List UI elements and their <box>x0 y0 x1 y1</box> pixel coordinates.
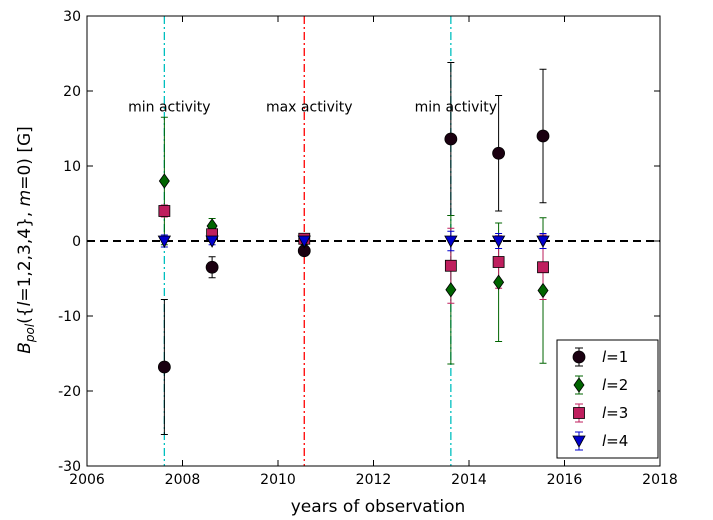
x-tick-label: 2018 <box>642 472 678 488</box>
activity-annotation: min activity <box>415 99 497 115</box>
legend-marker-l3 <box>573 407 585 419</box>
x-tick-label: 2008 <box>165 472 201 488</box>
x-tick-label: 2012 <box>356 472 392 488</box>
legend: l=1 l=2 l=3 l=4 <box>556 339 659 459</box>
data-point-l4 <box>536 235 550 248</box>
x-tick-label: 2016 <box>547 472 583 488</box>
activity-annotation: max activity <box>266 99 353 115</box>
data-point-l1 <box>444 132 458 146</box>
y-tick-label: 30 <box>63 9 81 25</box>
data-point-l1 <box>536 129 550 143</box>
y-tick-label: 10 <box>63 159 81 175</box>
data-point-l2 <box>445 282 457 298</box>
data-point-l3 <box>492 256 505 268</box>
legend-label: l=2 <box>602 376 628 394</box>
data-point-l2 <box>537 282 549 299</box>
data-point-l4 <box>157 235 172 248</box>
legend-marker-l4 <box>572 435 586 448</box>
data-point-l2 <box>158 173 170 189</box>
y-tick-label: -30 <box>58 459 81 475</box>
legend-marker-l1 <box>572 350 586 364</box>
data-point-l4 <box>491 235 506 248</box>
y-tick-label: -10 <box>58 309 81 325</box>
data-point-l1 <box>205 260 219 274</box>
data-point-l1 <box>157 360 171 374</box>
data-point-l4 <box>205 235 219 248</box>
x-axis-label: years of observation <box>291 497 466 517</box>
data-point-l4 <box>444 235 458 248</box>
y-tick-label: 0 <box>72 234 81 250</box>
data-point-l4 <box>297 235 311 248</box>
legend-marker-l2 <box>573 377 585 393</box>
y-tick-label: -20 <box>58 384 81 400</box>
data-point-l3 <box>444 259 457 272</box>
x-tick-label: 2006 <box>69 472 105 488</box>
data-point-l3 <box>158 205 171 217</box>
legend-label: l=3 <box>602 404 628 422</box>
legend-label: l=1 <box>602 348 628 366</box>
data-point-l3 <box>537 261 549 274</box>
y-tick-label: 20 <box>63 84 81 100</box>
activity-annotation: min activity <box>128 99 210 115</box>
data-point-l1 <box>492 146 506 160</box>
legend-label: l=4 <box>602 432 628 450</box>
y-axis-label: Bpol({l=1,2,3,4}, m=0) [G] <box>15 126 37 354</box>
x-tick-label: 2010 <box>260 472 296 488</box>
x-tick-label: 2014 <box>451 472 487 488</box>
data-point-l2 <box>493 274 505 290</box>
